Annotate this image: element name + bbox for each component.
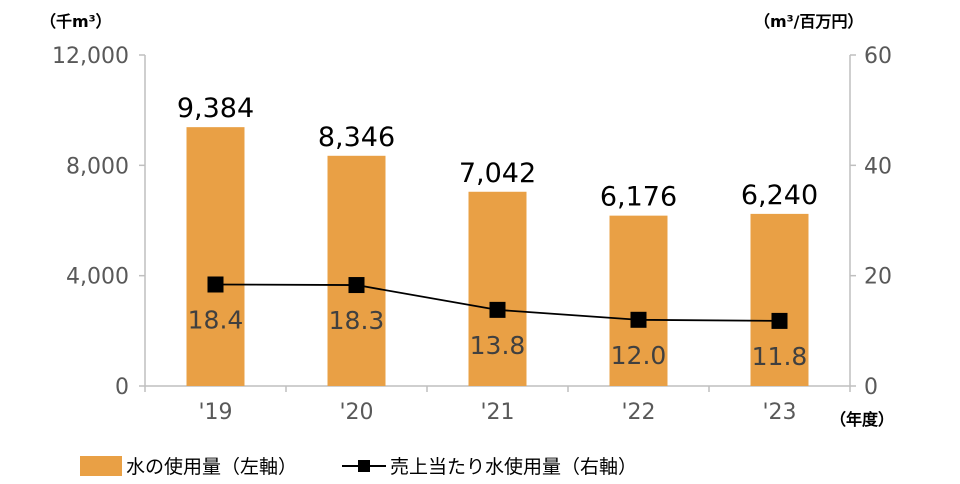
line-marker xyxy=(348,277,365,294)
line-marker xyxy=(489,301,506,318)
x-tick-label: '19 xyxy=(198,400,232,425)
left-tick-label: 4,000 xyxy=(66,265,129,290)
bar xyxy=(468,191,527,386)
line-data-label: 11.8 xyxy=(752,342,808,371)
left-tick-label: 8,000 xyxy=(66,154,129,179)
left-tick-label: 12,000 xyxy=(52,44,129,69)
right-tick-label: 0 xyxy=(864,375,878,400)
x-axis-unit: （年度） xyxy=(830,410,894,429)
legend: 水の使用量（左軸） 売上当たり水使用量（右軸） xyxy=(80,456,637,478)
bar-data-label: 8,346 xyxy=(318,122,395,153)
right-tick-label: 40 xyxy=(864,154,892,179)
legend-bar-label: 水の使用量（左軸） xyxy=(126,456,297,478)
right-axis-unit: （m³/百万円） xyxy=(754,12,864,31)
bar-data-label: 9,384 xyxy=(177,93,254,124)
bar-data-label: 6,240 xyxy=(741,180,818,211)
line-data-label: 18.3 xyxy=(329,306,385,335)
line-data-label: 13.8 xyxy=(470,331,526,360)
bar xyxy=(750,213,809,386)
legend-line-marker xyxy=(358,460,370,472)
line-marker xyxy=(771,312,788,329)
bar xyxy=(609,215,668,386)
bar-data-label: 7,042 xyxy=(459,158,536,189)
line-data-label: 18.4 xyxy=(188,305,244,334)
x-tick-label: '22 xyxy=(621,400,655,425)
left-axis-unit: （千m³） xyxy=(40,12,112,31)
line-data-label: 12.0 xyxy=(611,341,667,370)
right-tick-label: 60 xyxy=(864,44,892,69)
x-tick-label: '23 xyxy=(762,400,796,425)
x-tick-label: '21 xyxy=(480,400,514,425)
bar xyxy=(186,127,245,387)
legend-line-label: 売上当たり水使用量（右軸） xyxy=(390,456,637,478)
line-marker xyxy=(630,311,647,328)
legend-bar-swatch xyxy=(80,456,122,476)
left-tick-label: 0 xyxy=(115,375,129,400)
bar xyxy=(327,155,386,386)
bar-data-label: 6,176 xyxy=(600,182,677,213)
line-marker xyxy=(207,276,224,293)
x-tick-label: '20 xyxy=(339,400,373,425)
right-tick-label: 20 xyxy=(864,265,892,290)
